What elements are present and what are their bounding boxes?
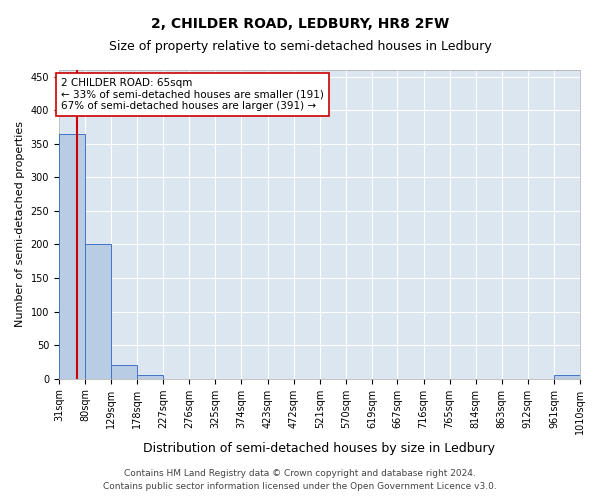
Text: Contains HM Land Registry data © Crown copyright and database right 2024.
Contai: Contains HM Land Registry data © Crown c… <box>103 470 497 491</box>
Bar <box>59 134 85 378</box>
Bar <box>85 244 111 378</box>
Text: 2 CHILDER ROAD: 65sqm
← 33% of semi-detached houses are smaller (191)
67% of sem: 2 CHILDER ROAD: 65sqm ← 33% of semi-deta… <box>61 78 324 112</box>
Text: 2, CHILDER ROAD, LEDBURY, HR8 2FW: 2, CHILDER ROAD, LEDBURY, HR8 2FW <box>151 18 449 32</box>
X-axis label: Distribution of semi-detached houses by size in Ledbury: Distribution of semi-detached houses by … <box>143 442 496 455</box>
Bar <box>554 376 580 378</box>
Text: Size of property relative to semi-detached houses in Ledbury: Size of property relative to semi-detach… <box>109 40 491 53</box>
Bar <box>111 366 137 378</box>
Y-axis label: Number of semi-detached properties: Number of semi-detached properties <box>15 122 25 328</box>
Bar <box>137 376 163 378</box>
